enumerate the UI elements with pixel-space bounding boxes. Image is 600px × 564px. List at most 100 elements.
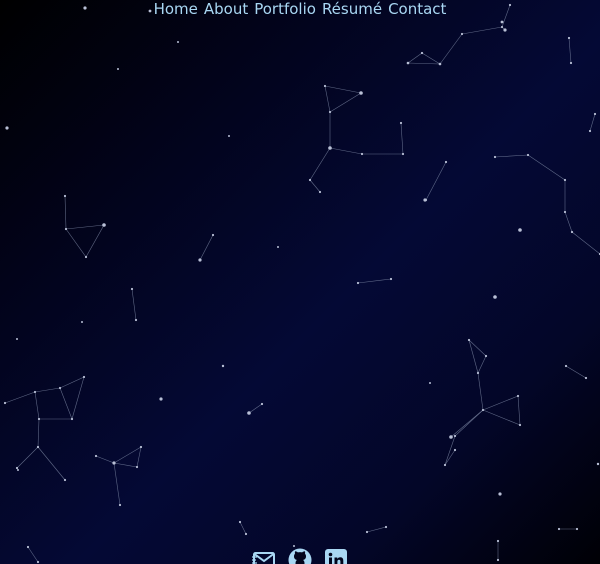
star-dot: [308, 178, 312, 182]
constellation-line: [400, 122, 404, 155]
star-dot: [564, 364, 568, 368]
star-dot: [228, 135, 230, 137]
nav-resume-link[interactable]: Résumé: [321, 0, 383, 18]
star-dot: [238, 520, 242, 524]
star-dot: [15, 466, 19, 470]
star-dot: [118, 503, 122, 507]
star-dot: [134, 318, 138, 322]
star-dot: [557, 527, 561, 531]
star-dot: [70, 417, 74, 421]
star-dot: [102, 223, 106, 227]
star-dot: [518, 423, 522, 427]
star-dot: [328, 146, 332, 150]
star-dot: [444, 160, 448, 164]
star-dot: [3, 401, 7, 405]
star-dot: [503, 28, 507, 32]
linkedin-icon: [325, 549, 347, 564]
star-dot: [443, 463, 447, 467]
github-icon: [288, 548, 312, 564]
constellation-line: [366, 526, 387, 533]
star-dot: [36, 445, 40, 449]
star-dot: [318, 190, 322, 194]
star-dot: [277, 246, 279, 248]
star-dot: [453, 448, 457, 452]
star-dot: [518, 228, 522, 232]
star-dot: [467, 338, 471, 342]
star-dot: [500, 25, 504, 29]
constellation-line: [468, 339, 479, 374]
constellation-line: [65, 224, 105, 230]
star-dot: [130, 287, 134, 291]
constellation-line: [59, 376, 85, 389]
star-dot: [360, 152, 364, 156]
constellation-line: [85, 224, 105, 258]
constellation-line: [421, 52, 441, 65]
constellation-line: [309, 179, 321, 193]
constellation-line: [564, 211, 573, 233]
constellation-line: [454, 409, 484, 437]
star-dot: [567, 36, 571, 40]
constellation-line: [324, 85, 362, 94]
star-dot: [596, 462, 600, 466]
star-dot: [36, 560, 40, 564]
constellation-line: [468, 339, 487, 357]
constellation-line: [309, 147, 331, 181]
social-links: [0, 548, 600, 564]
constellation-line: [461, 26, 503, 35]
star-dot: [117, 68, 119, 70]
linkedin-link[interactable]: [324, 548, 348, 564]
mail-link[interactable]: [252, 548, 276, 564]
star-dot: [221, 364, 225, 368]
constellation-line: [439, 33, 463, 65]
star-dot: [575, 527, 579, 531]
constellation-line: [444, 435, 456, 466]
star-dot: [112, 461, 116, 465]
star-dot: [63, 194, 67, 198]
star-dot: [420, 51, 424, 55]
star-dot: [260, 402, 264, 406]
constellation-line: [64, 195, 67, 230]
star-dot: [563, 210, 567, 214]
star-dot: [135, 465, 139, 469]
constellation-line: [482, 395, 519, 411]
star-dot: [476, 371, 480, 375]
nav-contact-link[interactable]: Contact: [388, 0, 447, 18]
constellation-line: [239, 521, 247, 535]
star-dot: [17, 469, 19, 471]
star-dot: [81, 321, 83, 323]
constellation-line: [517, 395, 521, 426]
star-dot: [37, 417, 41, 421]
constellation-line: [571, 231, 600, 255]
star-dot: [83, 6, 87, 10]
star-dot: [148, 9, 152, 13]
constellation-line: [527, 154, 566, 181]
star-dot: [26, 545, 30, 549]
star-dot: [244, 532, 248, 536]
star-dot: [401, 152, 405, 156]
star-dot: [500, 20, 504, 24]
star-dot: [498, 492, 502, 496]
nav-home-link[interactable]: Home: [153, 0, 198, 18]
constellation-line: [71, 376, 85, 420]
github-link[interactable]: [288, 548, 312, 564]
star-dot: [356, 281, 360, 285]
star-dot: [139, 445, 143, 449]
constellation-line: [131, 288, 137, 321]
star-dot: [247, 411, 251, 415]
star-dot: [593, 112, 597, 116]
star-dot: [460, 32, 464, 36]
star-dot: [84, 255, 88, 259]
nav-about-link[interactable]: About: [203, 0, 249, 18]
star-dot: [198, 258, 202, 262]
constellation-line: [450, 409, 484, 438]
constellation-line: [501, 4, 511, 28]
constellation-line: [4, 391, 36, 404]
star-dot: [58, 386, 62, 390]
star-dot: [453, 434, 457, 438]
star-dot: [399, 121, 403, 125]
star-dot: [328, 110, 332, 114]
nav-portfolio-link[interactable]: Portfolio: [254, 0, 316, 18]
star-dot: [389, 277, 393, 281]
